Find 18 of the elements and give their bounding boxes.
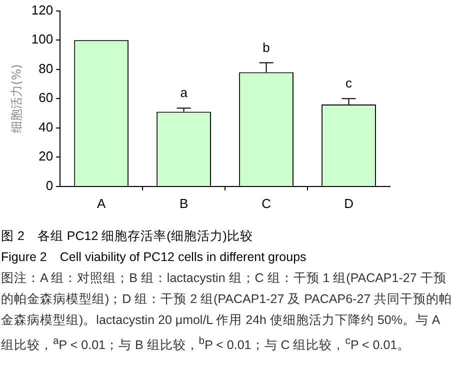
y-axis-title: 细胞活力(%) xyxy=(9,64,24,133)
x-tick-label: D xyxy=(344,196,354,211)
x-tick-label: B xyxy=(179,196,188,211)
y-tick-label: 20 xyxy=(38,148,54,164)
y-tick-label: 0 xyxy=(46,178,54,193)
annotation: a xyxy=(180,85,188,100)
annotation: c xyxy=(346,76,353,91)
y-tick-label: 60 xyxy=(38,90,54,106)
x-tick-label: C xyxy=(262,196,271,211)
text: 图注：A 组：对照组；B 组：lactacystin 组；C 组：干预 1 组(PACAP1-27 干预的帕金森病模型组)；D 组：干预 2 组(PACAP1-27 及 PACAP6-27 共同干预的帕金森病模型组)。lactacystin 20 μmol/L 作用 24h 使细胞活力下降约 50%。与 A 组比较，$^{a}$P < 0.01；与 B 组比较，$^{b}$P < 0.01；与 C 组比较，$^{c}$P < 0.01。 xyxy=(1,271,452,352)
y-tick-label: 40 xyxy=(38,119,54,134)
y-tick-label: 80 xyxy=(38,60,54,76)
annotation: b xyxy=(262,40,270,55)
text: Figure 2 Cell viability of PC12 cells in different groups xyxy=(1,249,308,266)
x-tick-label: A xyxy=(96,196,106,211)
y-tick-label: 100 xyxy=(31,32,54,47)
text: 图 2 各组 PC12 细胞存活率(细胞活力)比较 xyxy=(1,228,254,245)
y-tick-label: 120 xyxy=(31,2,54,18)
